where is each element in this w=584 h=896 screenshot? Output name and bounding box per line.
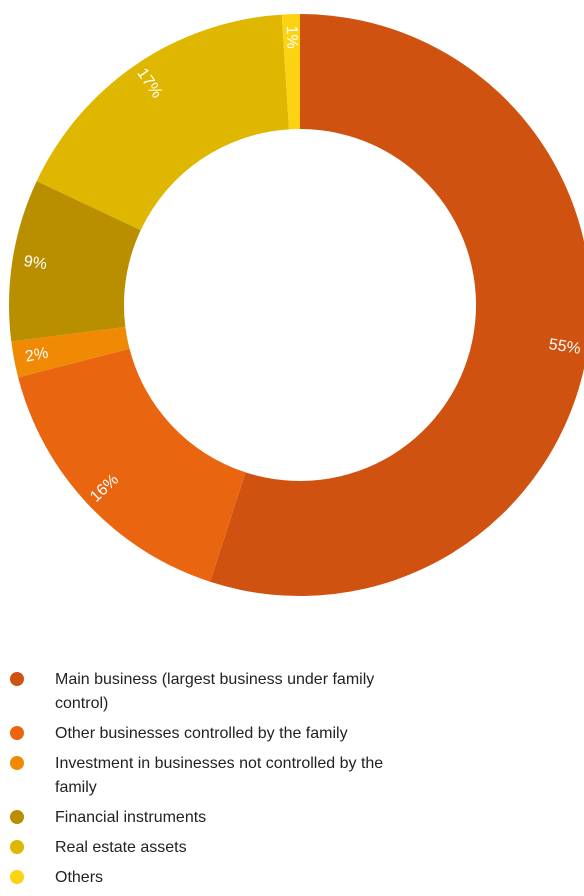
legend-item: Real estate assets [0,836,584,860]
legend-label: Other businesses controlled by the famil… [55,725,348,742]
legend-swatch-icon [10,810,24,824]
donut-slice [210,14,584,596]
donut-slice [281,14,300,130]
legend-label: Real estate assets [55,839,187,856]
donut-slice [8,181,141,342]
donut-slice [18,348,246,582]
chart-legend: Main business (largest business under fa… [0,668,584,896]
legend-swatch-icon [10,870,24,884]
legend-item: Investment in businesses not controlled … [0,752,584,800]
donut-chart: 55%16%2%9%17%1% [8,14,584,596]
legend-swatch-icon [10,840,24,854]
donut-slice [36,14,289,231]
slice-value-label: 2% [24,345,50,366]
legend-label: Others [55,869,104,886]
legend-label: Main business (largest business under fa… [55,671,375,712]
legend-label: Investment in businesses not controlled … [55,755,384,796]
slice-value-label: 1% [283,25,301,49]
legend-item: Main business (largest business under fa… [0,668,584,716]
donut-slice [11,327,130,378]
legend-item: Financial instruments [0,806,584,830]
legend-swatch-icon [10,672,24,686]
slice-value-label: 9% [23,253,48,273]
slice-value-label: 55% [548,336,582,358]
legend-swatch-icon [10,756,24,770]
legend-label: Financial instruments [55,809,207,826]
legend-item: Others [0,866,584,890]
legend-item: Other businesses controlled by the famil… [0,722,584,746]
legend-swatch-icon [10,726,24,740]
